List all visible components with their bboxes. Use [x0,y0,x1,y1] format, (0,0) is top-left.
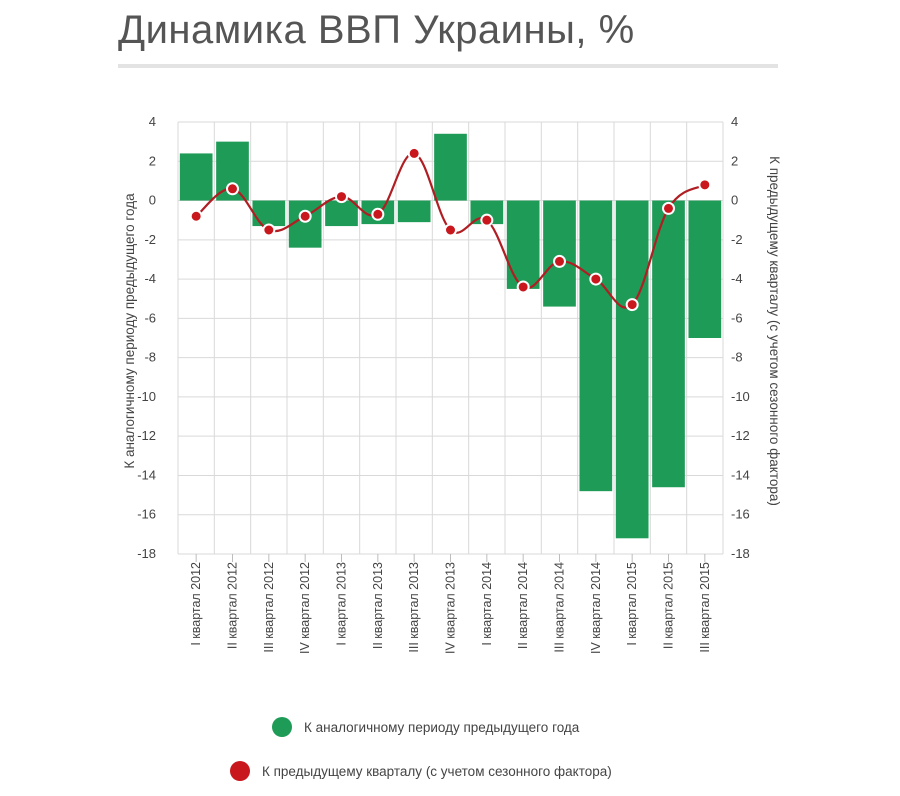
line-point [262,223,276,237]
category-label: III квартал 2012 [262,562,276,653]
left-tick-label: -6 [144,310,156,325]
right-tick-label: -4 [731,271,743,286]
legend-bar-swatch [272,717,292,737]
line-points [189,146,712,312]
bar [543,200,576,307]
left-tick-label: -4 [144,271,156,286]
bar [325,200,358,227]
category-label: II квартал 2014 [516,562,530,649]
left-axis-title: К аналогичному периоду предыдущего года [122,193,137,469]
line-point [226,182,239,196]
bar [397,200,431,223]
category-label: I квартал 2014 [480,562,494,646]
bar [252,200,286,227]
line-point [189,209,203,223]
legend-bar-label: К аналогичному периоду предыдущего года [304,719,580,735]
legend-line-label: К предыдущему кварталу (с учетом сезонно… [262,763,612,779]
left-tick-label: -14 [137,467,156,482]
bar [179,153,213,201]
left-tick-label: -2 [144,232,156,247]
category-label: IV квартал 2012 [298,562,312,654]
line-point [516,280,530,294]
category-labels: I квартал 2012 II квартал 2012 III квартал… [189,562,712,654]
category-label: IV квартал 2013 [444,562,458,654]
left-tick-label: -16 [137,507,156,522]
gdp-chart: 4 2 0 -2 -4 -6 -8 -10 -12 -14 -16 -18 4 2 0 -2 -4 -6 -8 -1… [122,114,782,654]
bar [615,200,649,539]
right-tick-label: 0 [731,193,738,208]
right-tick-label: -6 [731,310,743,325]
line-point [698,178,712,192]
right-tick-label: -2 [731,232,743,247]
left-tick-label: 2 [149,153,156,168]
category-label: II квартал 2013 [371,562,385,649]
category-label: I квартал 2013 [335,562,349,646]
line-point [407,146,421,160]
line-point [589,272,603,286]
category-label: III квартал 2014 [553,562,567,653]
right-tick-label: 2 [731,153,738,168]
category-label: I квартал 2015 [625,562,639,646]
right-tick-label: -18 [731,546,750,561]
bar [434,133,467,201]
category-label: II квартал 2012 [226,562,240,649]
line-point [444,223,457,237]
left-tick-label: -8 [144,350,156,365]
chart-title: Динамика ВВП Украины, % [118,8,635,52]
category-label: III квартал 2015 [698,562,712,653]
title-underline [118,64,778,68]
right-tick-label: -12 [731,428,750,443]
left-tick-label: 4 [149,114,156,129]
left-tick-label: 0 [149,193,156,208]
left-axis-ticks: 4 2 0 -2 -4 -6 -8 -10 -12 -14 -16 -18 [137,114,156,561]
bar [688,200,722,338]
bar [652,200,685,488]
right-tick-label: -14 [731,467,750,482]
line-point [662,201,675,215]
line-point [553,254,566,268]
line-point [371,207,385,221]
left-tick-label: -18 [137,546,156,561]
bar [506,200,540,289]
legend-item-line: К предыдущему кварталу (с учетом сезонно… [230,761,612,781]
right-tick-label: -10 [731,389,750,404]
right-axis-ticks: 4 2 0 -2 -4 -6 -8 -10 -12 -14 -16 -18 [731,114,750,561]
line-point [625,298,639,312]
line-point [480,213,494,227]
category-label: II квартал 2015 [662,562,676,649]
category-label: III квартал 2013 [407,562,421,653]
right-tick-label: -16 [731,507,750,522]
legend-line-swatch [230,761,250,781]
right-tick-label: 4 [731,114,738,129]
right-axis-title: К предыдущему кварталу (с учетом сезонно… [767,156,782,506]
left-tick-label: -10 [137,389,156,404]
legend-item-bars: К аналогичному периоду предыдущего года [272,717,579,737]
right-tick-label: -8 [731,350,743,365]
bars [179,133,722,539]
left-tick-label: -12 [137,428,156,443]
line-point [298,209,312,223]
bar [579,200,613,492]
category-label: IV квартал 2014 [589,562,603,654]
category-label: I квартал 2012 [189,562,203,646]
line-point [335,190,348,204]
